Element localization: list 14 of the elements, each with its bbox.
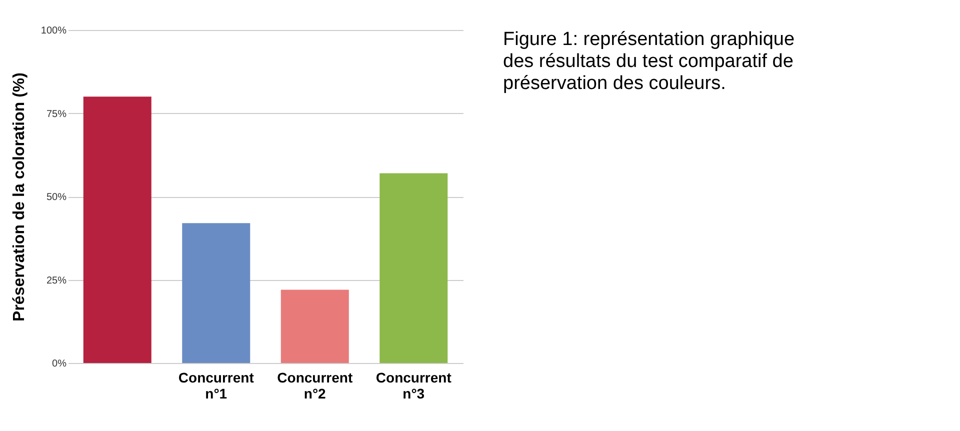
bar (380, 173, 448, 363)
y-tick-label: 75% (46, 108, 67, 120)
x-tick-label: Concurrent n°1 (178, 370, 254, 402)
y-tick-label: 100% (40, 26, 67, 36)
y-axis-title: Préservation de la coloration (%) (10, 72, 28, 322)
bar (280, 290, 349, 363)
y-tick-label: 0% (52, 358, 67, 370)
x-tick-label: Concurrent n°2 (277, 370, 353, 402)
bar (83, 96, 152, 363)
x-tick-label: Concurrent n°3 (376, 370, 452, 402)
caption: Figure 1: représentation graphique des résultats du test comparatif de préservation des couleurs. (503, 29, 795, 94)
y-tick-label: 25% (46, 275, 67, 286)
bar (182, 223, 250, 363)
y-tick-label: 50% (46, 192, 67, 203)
